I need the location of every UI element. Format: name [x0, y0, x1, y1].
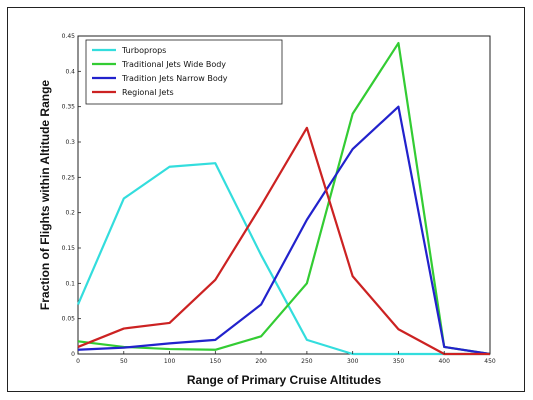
x-tick-label: 250 — [301, 358, 313, 365]
series-line-turboprops — [76, 162, 490, 356]
y-tick-label: 0.3 — [65, 139, 75, 146]
y-axis-label: Fraction of Flights within Altitude Rang… — [38, 80, 52, 311]
y-tick-label: 0.15 — [62, 245, 76, 252]
legend-entry: Tradition Jets Narrow Body — [121, 74, 228, 83]
x-tick-label: 100 — [164, 358, 176, 365]
x-tick-label: 50 — [120, 358, 128, 365]
y-tick-label: 0.05 — [62, 316, 76, 323]
x-tick-label: 350 — [393, 358, 405, 365]
y-tick-label: 0.1 — [65, 280, 75, 287]
x-axis-label: Range of Primary Cruise Altitudes — [187, 373, 382, 387]
series-line-regional-jets — [77, 126, 490, 356]
plot-area — [77, 35, 491, 355]
x-tick-label: 0 — [76, 358, 80, 365]
y-tick-label: 0.4 — [65, 68, 75, 75]
x-tick-label: 450 — [484, 358, 496, 365]
x-tick-label: 400 — [438, 358, 450, 365]
legend-box — [85, 39, 283, 105]
legend-entry: Regional Jets — [122, 88, 174, 97]
legend-entry: Traditional Jets Wide Body — [121, 60, 226, 69]
series-line-tradition-jets-narrow-body — [77, 105, 491, 356]
x-tick-label: 300 — [347, 358, 359, 365]
y-tick-label: 0.35 — [62, 104, 76, 111]
legend: Turboprops Traditional Jets Wide Body Trad… — [85, 39, 283, 105]
series-layer — [76, 41, 491, 356]
series-line-traditional-jets-wide-body — [77, 41, 491, 356]
y-tick-label: 0.2 — [65, 210, 75, 217]
y-tick-label: 0 — [71, 351, 75, 358]
y-tick-label: 0.25 — [62, 174, 76, 181]
x-tick-label: 200 — [255, 358, 267, 365]
tick-layer: 0 50 100 150 200 250 300 350 400 450 0 0.05 0.1 0.15 0… — [62, 33, 496, 365]
x-tick-label: 150 — [210, 358, 222, 365]
y-tick-label: 0.45 — [62, 33, 76, 40]
legend-entry: Turboprops — [121, 46, 166, 55]
